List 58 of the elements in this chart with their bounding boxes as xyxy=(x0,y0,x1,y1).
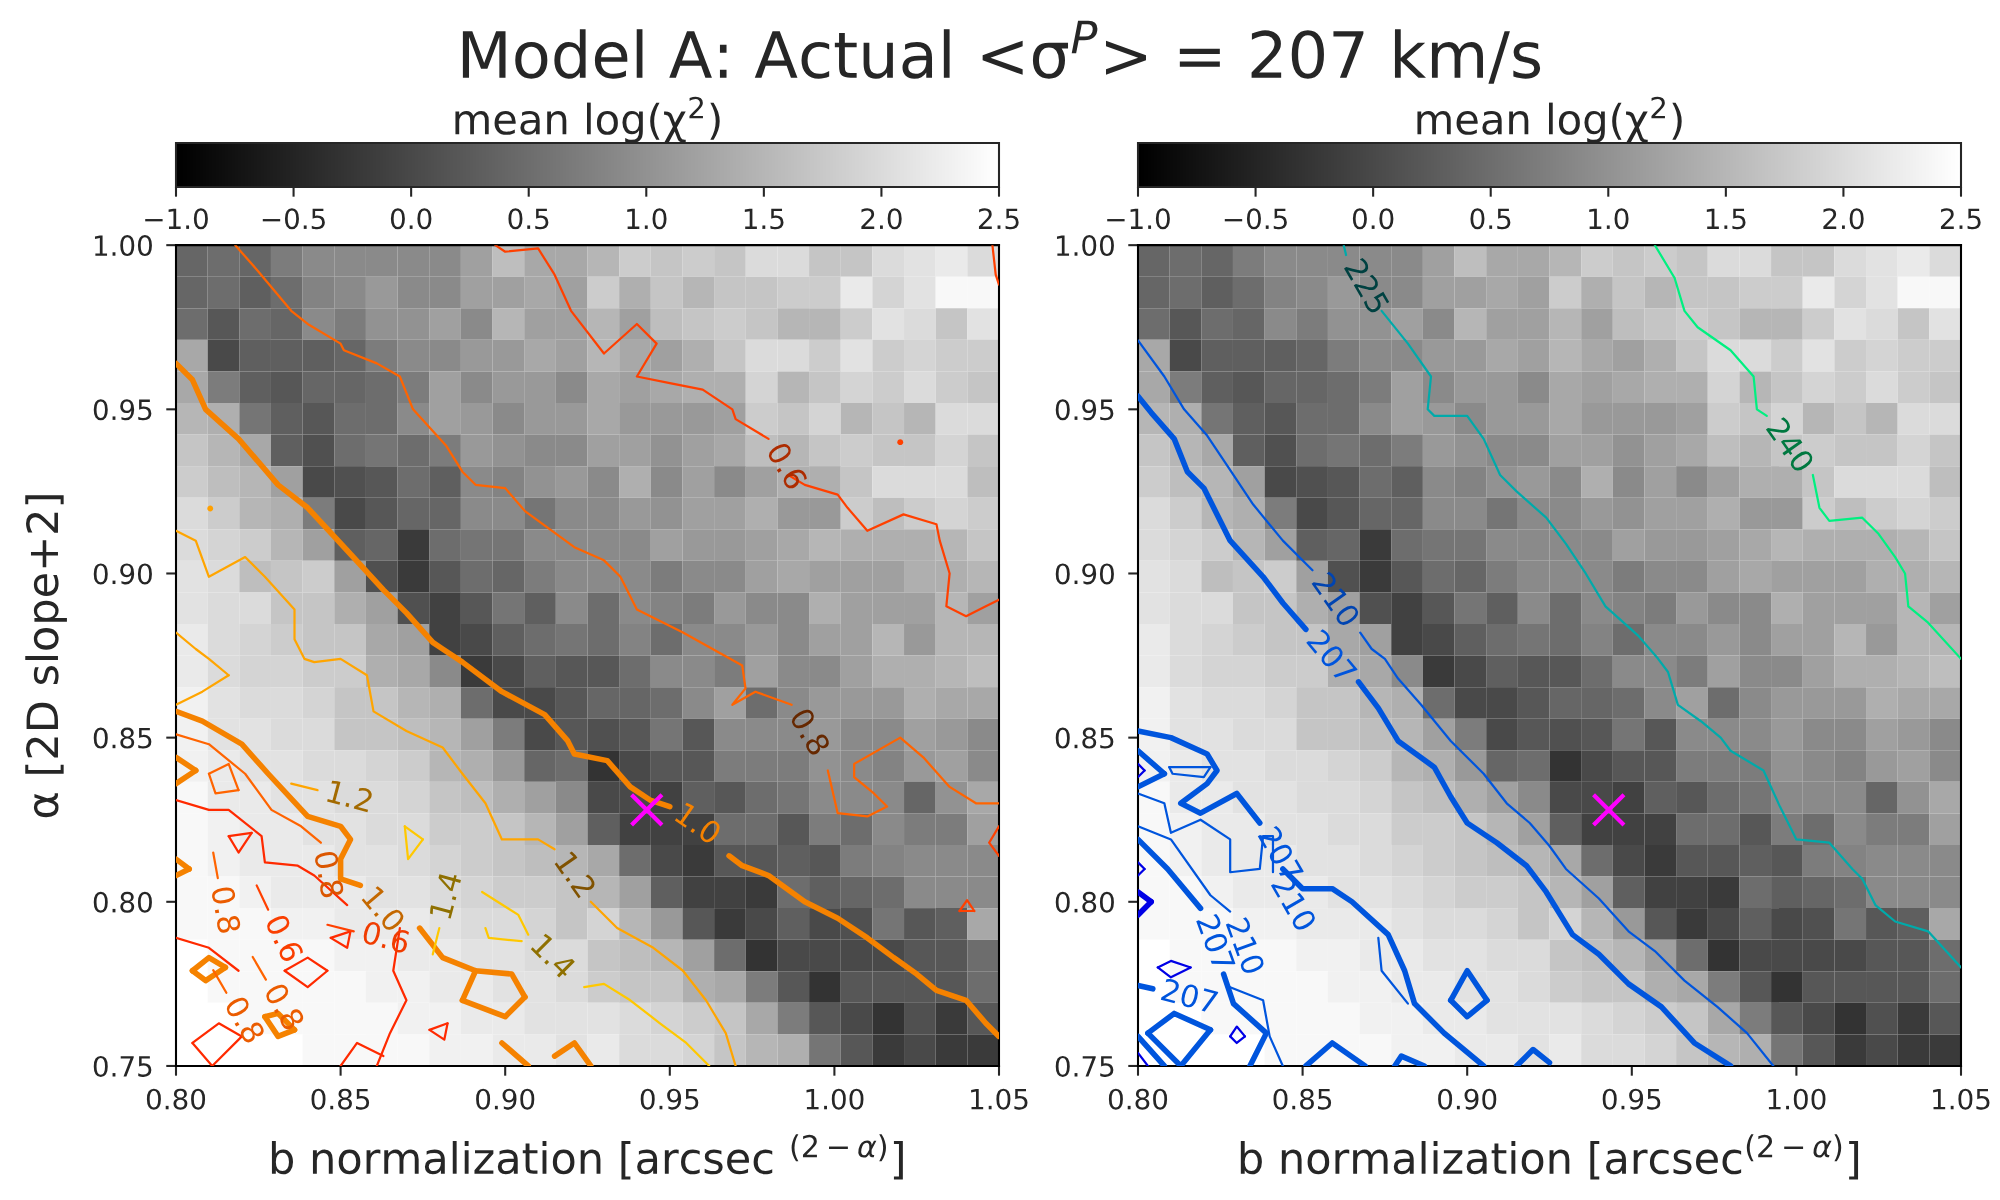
annotation: 1.0 xyxy=(674,801,723,846)
y-tick-label: 0.90 xyxy=(93,563,152,585)
y-tick-label: 0.95 xyxy=(93,399,152,421)
annotation: 0.6 xyxy=(766,440,809,491)
y-tick-label: 0.80 xyxy=(1055,891,1114,913)
annotation: 1.4 xyxy=(530,933,578,980)
annotation: 207 xyxy=(1305,628,1358,685)
x-axis-title: b normalization [arcsec$^{(2−α)}$] xyxy=(1240,1134,1859,1180)
y-tick-label: 0.85 xyxy=(1055,727,1114,749)
x-tick-label: 0.90 xyxy=(476,1088,535,1110)
y-tick-label: 0.80 xyxy=(93,891,152,913)
y-tick-label: 0.90 xyxy=(1055,563,1114,585)
color-bar-label: 0.0 xyxy=(1352,208,1394,230)
x-tick-label: 0.80 xyxy=(1108,1088,1168,1110)
x-tick-label: 0.90 xyxy=(1438,1088,1497,1110)
color-bar-label: 0.0 xyxy=(390,208,432,230)
annotation: 0.8 xyxy=(789,706,832,757)
color-bar-label: 2.5 xyxy=(978,208,1019,230)
x-tick-label: 0.95 xyxy=(1602,1088,1661,1110)
annotation: 0.8 xyxy=(210,885,242,934)
color-bar-label: 2.0 xyxy=(861,208,902,230)
color-bar-label: 1.5 xyxy=(1706,208,1746,230)
color-bar-label: −1.0 xyxy=(145,208,208,230)
color-bar-label: −0.5 xyxy=(262,208,325,230)
color-bar-title: mean log(χ$^{2}$) xyxy=(455,96,720,143)
annotation: 0.8 xyxy=(313,850,345,899)
x-tick-label: 0.85 xyxy=(311,1088,370,1110)
annotation: 1.4 xyxy=(429,871,462,919)
chart-title: Model A: Actual <σ$^{P}$> = 207 km/s xyxy=(462,20,1541,84)
y-tick-label: 0.95 xyxy=(1055,399,1114,421)
color-bar-label: 1.0 xyxy=(627,208,667,230)
color-bar-label: 1.5 xyxy=(744,208,784,230)
annotation: 207 xyxy=(1160,977,1219,1014)
y-tick-label: 0.85 xyxy=(93,727,152,749)
y-tick-label: 1.00 xyxy=(1056,235,1114,257)
color-bar-title: mean log(χ$^{2}$) xyxy=(1417,96,1682,143)
color-bar-label: 2.5 xyxy=(1940,208,1981,230)
y-tick-label: 1.00 xyxy=(94,235,152,257)
color-bar-label: −0.5 xyxy=(1224,208,1287,230)
y-axis-title: α [2D slope+2] xyxy=(25,495,67,818)
color-bar-label: 0.5 xyxy=(508,208,549,230)
annotation: 0.6 xyxy=(264,913,305,964)
annotation: 1.2 xyxy=(326,779,374,813)
color-bar-label: 1.0 xyxy=(1589,208,1629,230)
y-tick-label: 0.75 xyxy=(1055,1055,1114,1077)
color-bar-label: −1.0 xyxy=(1107,208,1170,230)
x-axis-title: b normalization [arcsec $^{(2−α)}$] xyxy=(271,1134,903,1180)
x-tick-label: 1.05 xyxy=(1933,1088,1990,1110)
x-tick-label: 0.95 xyxy=(640,1088,699,1110)
x-tick-label: 1.00 xyxy=(1768,1088,1826,1110)
x-tick-label: 0.80 xyxy=(146,1088,206,1110)
x-tick-label: 1.00 xyxy=(806,1088,864,1110)
y-tick-label: 0.75 xyxy=(93,1055,152,1077)
color-bar-label: 0.5 xyxy=(1470,208,1511,230)
annotation: 1.2 xyxy=(554,850,598,899)
x-tick-label: 1.05 xyxy=(971,1088,1028,1110)
color-bar-label: 2.0 xyxy=(1823,208,1864,230)
x-tick-label: 0.85 xyxy=(1273,1088,1332,1110)
